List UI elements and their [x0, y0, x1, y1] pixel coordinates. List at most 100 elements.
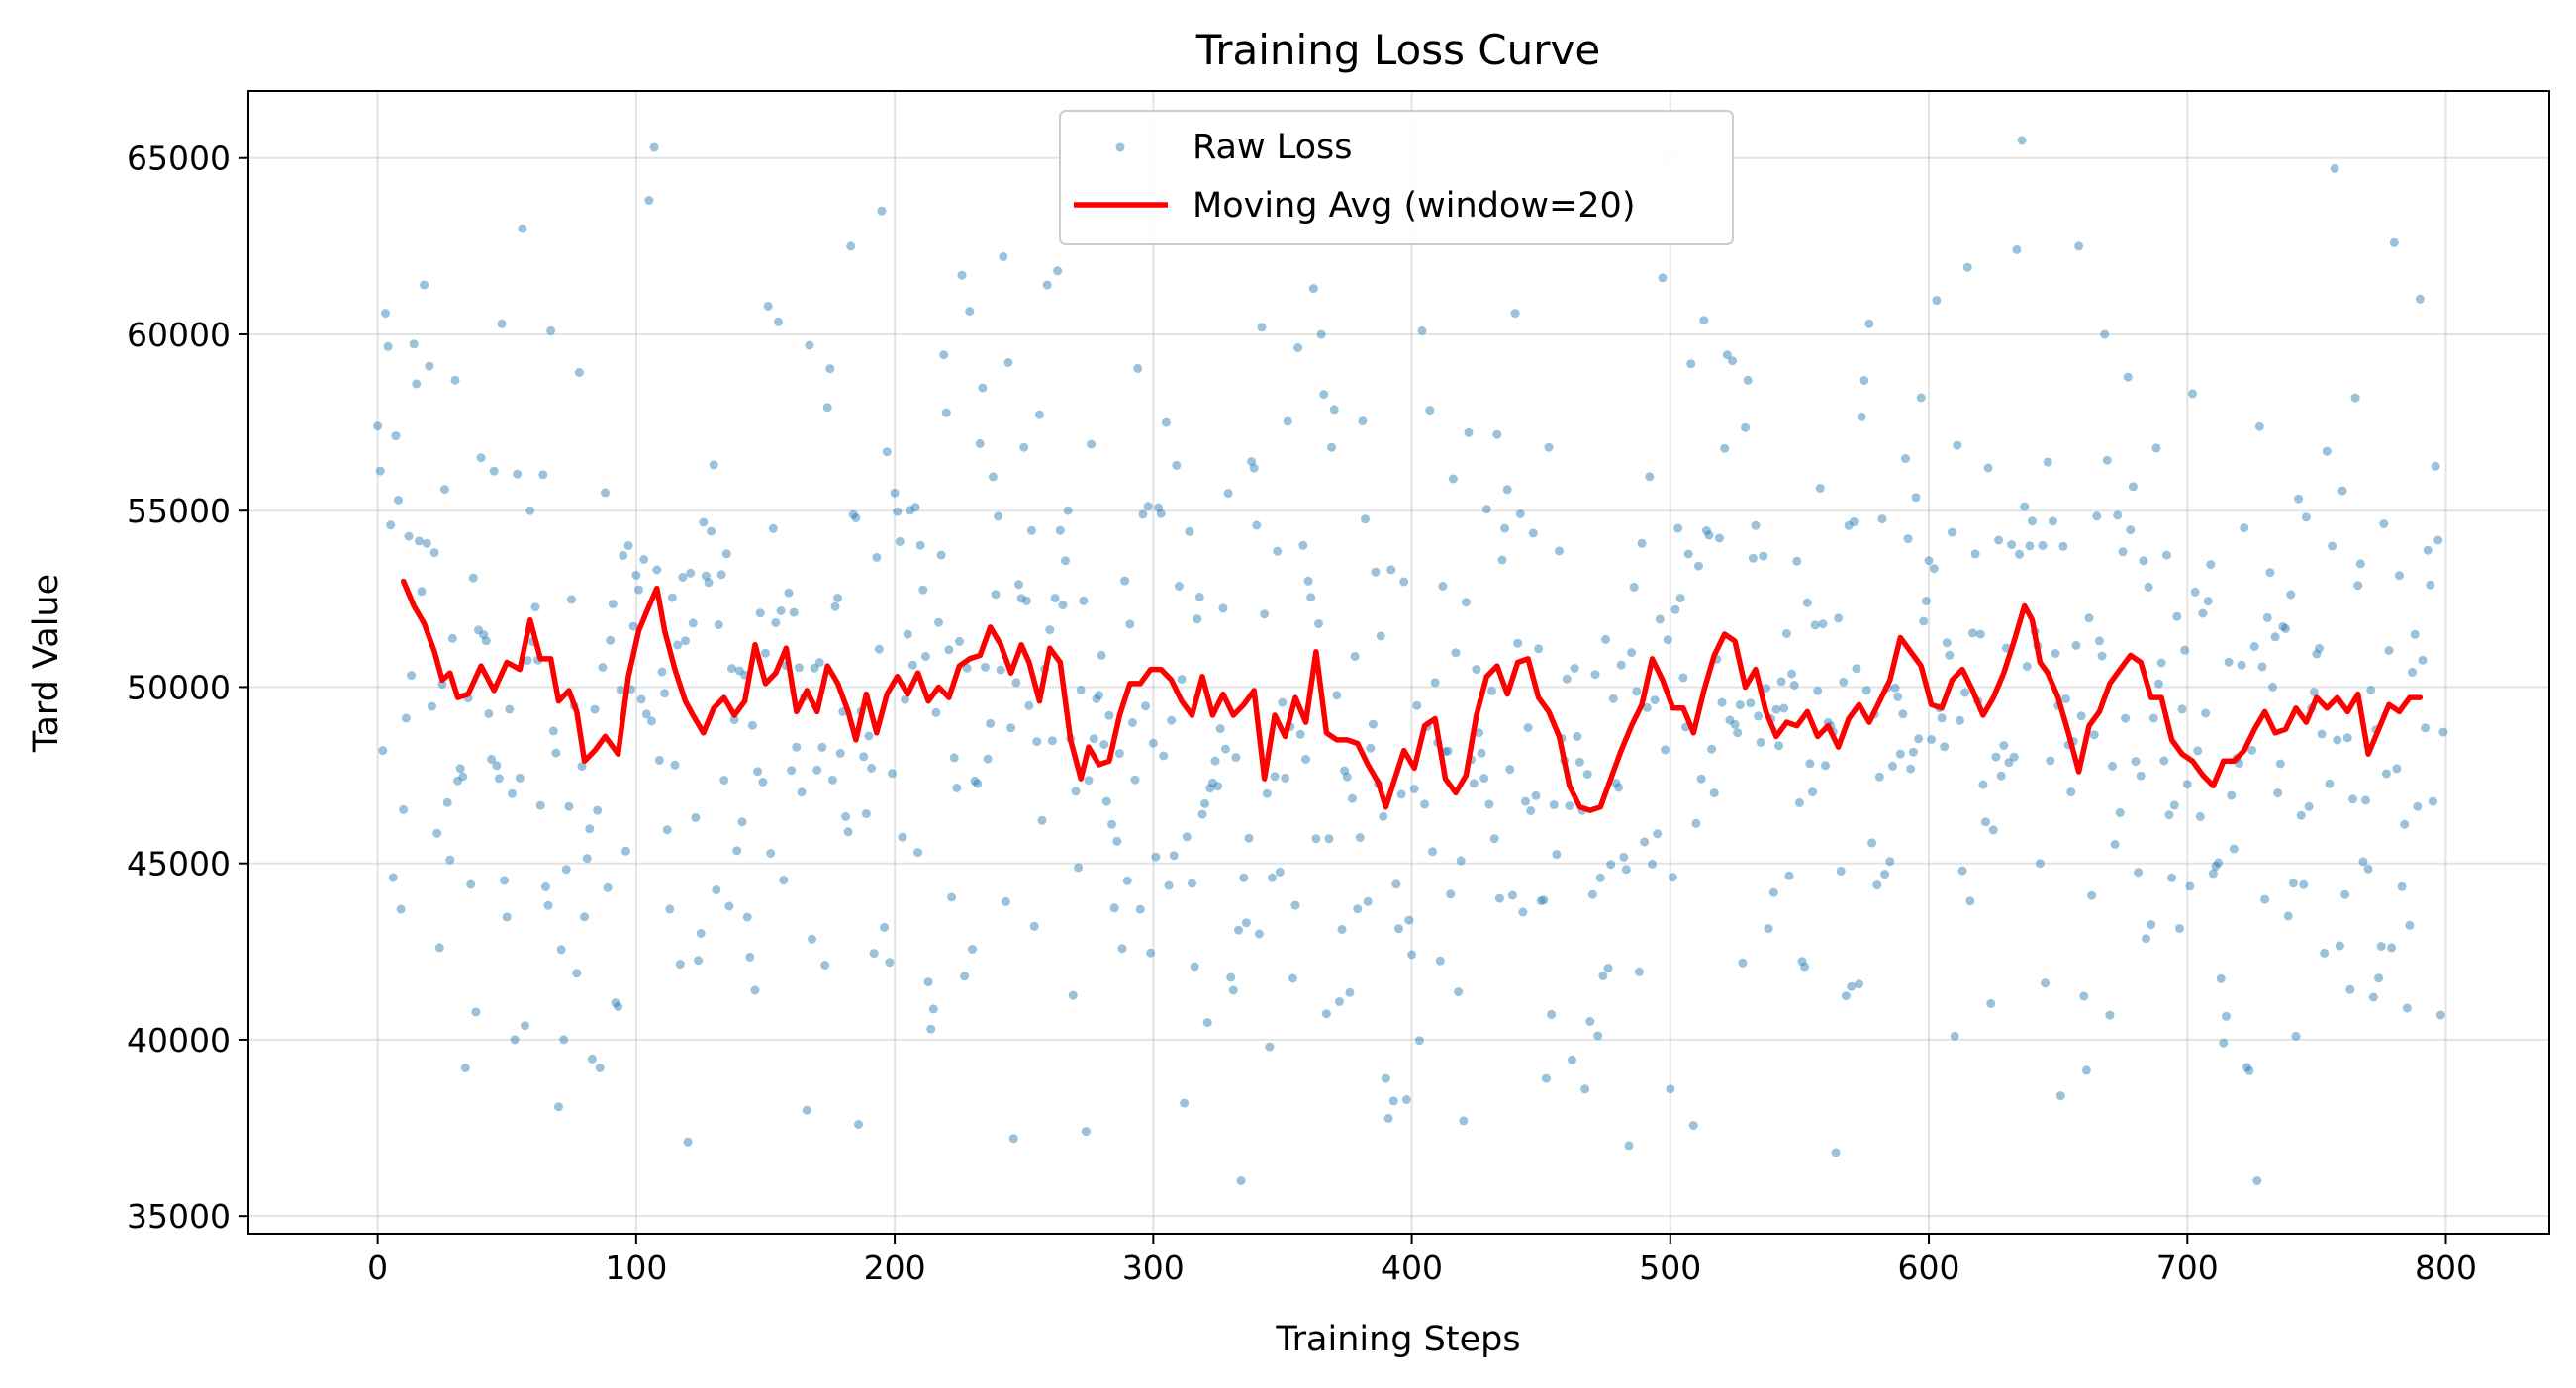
- raw-loss-point: [1675, 594, 1685, 603]
- raw-loss-point: [1965, 896, 1975, 906]
- raw-loss-point: [381, 309, 390, 319]
- raw-loss-point: [670, 760, 680, 770]
- raw-loss-point: [843, 827, 853, 837]
- raw-loss-point: [2134, 868, 2144, 878]
- raw-loss-point: [2007, 540, 2017, 550]
- raw-loss-point: [2413, 801, 2423, 811]
- raw-loss-point: [810, 663, 819, 673]
- raw-loss-point: [1655, 614, 1665, 624]
- raw-loss-point: [1686, 359, 1696, 369]
- raw-loss-point: [1414, 1036, 1424, 1046]
- raw-loss-point: [2304, 801, 2314, 811]
- raw-loss-point: [2294, 494, 2304, 504]
- raw-loss-point: [2381, 769, 2391, 779]
- raw-loss-point: [476, 453, 486, 463]
- raw-loss-point: [1754, 711, 1764, 721]
- raw-loss-point: [1885, 857, 1895, 867]
- raw-loss-point: [649, 142, 659, 152]
- raw-loss-point: [2283, 911, 2293, 921]
- raw-loss-point: [1484, 799, 1494, 809]
- raw-loss-point: [1738, 958, 1748, 968]
- raw-loss-point: [1860, 376, 1869, 385]
- raw-loss-point: [787, 766, 797, 776]
- raw-loss-point: [1099, 740, 1109, 749]
- raw-loss-point: [864, 731, 874, 741]
- raw-loss-point: [2433, 535, 2443, 545]
- raw-loss-point: [2387, 943, 2397, 953]
- raw-loss-point: [939, 350, 949, 360]
- raw-loss-point: [2265, 568, 2275, 578]
- raw-loss-point: [888, 769, 897, 779]
- raw-loss-point: [1507, 890, 1517, 900]
- raw-loss-point: [805, 340, 814, 350]
- raw-loss-point: [502, 912, 512, 922]
- raw-loss-point: [1756, 737, 1765, 747]
- raw-loss-point: [2405, 920, 2415, 930]
- raw-loss-point: [1037, 815, 1047, 825]
- raw-loss-point: [808, 934, 816, 944]
- raw-loss-point: [1061, 556, 1070, 566]
- raw-loss-point: [1696, 774, 1706, 784]
- raw-loss-point: [500, 876, 510, 885]
- x-tick-label: 0: [367, 1249, 388, 1287]
- raw-loss-point: [574, 368, 584, 377]
- raw-loss-point: [2315, 644, 2324, 653]
- y-axis-label: Tard Value: [27, 574, 66, 753]
- raw-loss-point: [973, 779, 983, 788]
- raw-loss-point: [1262, 788, 1272, 798]
- raw-loss-point: [1531, 790, 1541, 800]
- raw-loss-point: [2159, 756, 2169, 766]
- raw-loss-point: [2249, 642, 2259, 651]
- raw-loss-point: [1288, 973, 1297, 983]
- raw-loss-point: [1855, 979, 1863, 989]
- raw-loss-point: [494, 774, 504, 784]
- raw-loss-point: [952, 784, 962, 792]
- raw-loss-point: [1880, 870, 1890, 879]
- x-tick-label: 300: [1122, 1249, 1185, 1287]
- raw-loss-point: [1986, 998, 1996, 1008]
- raw-loss-point: [2216, 973, 2226, 983]
- raw-loss-point: [1185, 526, 1194, 536]
- raw-loss-point: [1371, 567, 1381, 577]
- raw-loss-point: [1940, 742, 1950, 752]
- raw-loss-point: [1399, 577, 1409, 587]
- raw-loss-point: [1169, 851, 1179, 861]
- raw-loss-point: [647, 716, 656, 726]
- y-tick-label: 50000: [127, 668, 231, 706]
- raw-loss-point: [1097, 650, 1106, 660]
- raw-loss-point: [2066, 787, 2076, 797]
- raw-loss-point: [1394, 924, 1403, 934]
- raw-loss-point: [2421, 723, 2431, 733]
- raw-loss-point: [2278, 621, 2288, 631]
- raw-loss-point: [1929, 564, 1939, 574]
- raw-loss-point: [1011, 678, 1021, 688]
- raw-loss-point: [907, 660, 917, 670]
- raw-loss-point: [373, 421, 383, 431]
- raw-loss-point: [2020, 502, 2030, 511]
- raw-loss-point: [1050, 594, 1060, 603]
- raw-loss-point: [1510, 309, 1520, 319]
- raw-loss-point: [1670, 604, 1680, 614]
- raw-loss-point: [1221, 744, 1230, 754]
- raw-loss-point: [429, 548, 439, 558]
- raw-loss-point: [497, 319, 507, 328]
- raw-loss-point: [1308, 284, 1318, 294]
- raw-loss-point: [508, 788, 517, 798]
- raw-loss-point: [2105, 1010, 2115, 1020]
- raw-loss-point: [590, 704, 600, 714]
- raw-loss-point: [1114, 749, 1124, 759]
- raw-loss-point: [1841, 991, 1851, 1001]
- raw-loss-point: [442, 797, 452, 807]
- plot-frame: [247, 90, 2550, 1235]
- raw-loss-point: [1691, 818, 1701, 828]
- raw-loss-point: [1273, 546, 1283, 556]
- raw-loss-point: [2035, 859, 2045, 869]
- raw-loss-point: [681, 636, 690, 646]
- raw-loss-point: [1107, 819, 1116, 829]
- raw-loss-point: [1502, 485, 1512, 495]
- raw-loss-point: [903, 629, 912, 639]
- raw-loss-point: [1544, 442, 1554, 452]
- raw-loss-point: [1999, 741, 2009, 750]
- raw-loss-point: [1386, 565, 1396, 575]
- raw-loss-point: [1417, 325, 1427, 335]
